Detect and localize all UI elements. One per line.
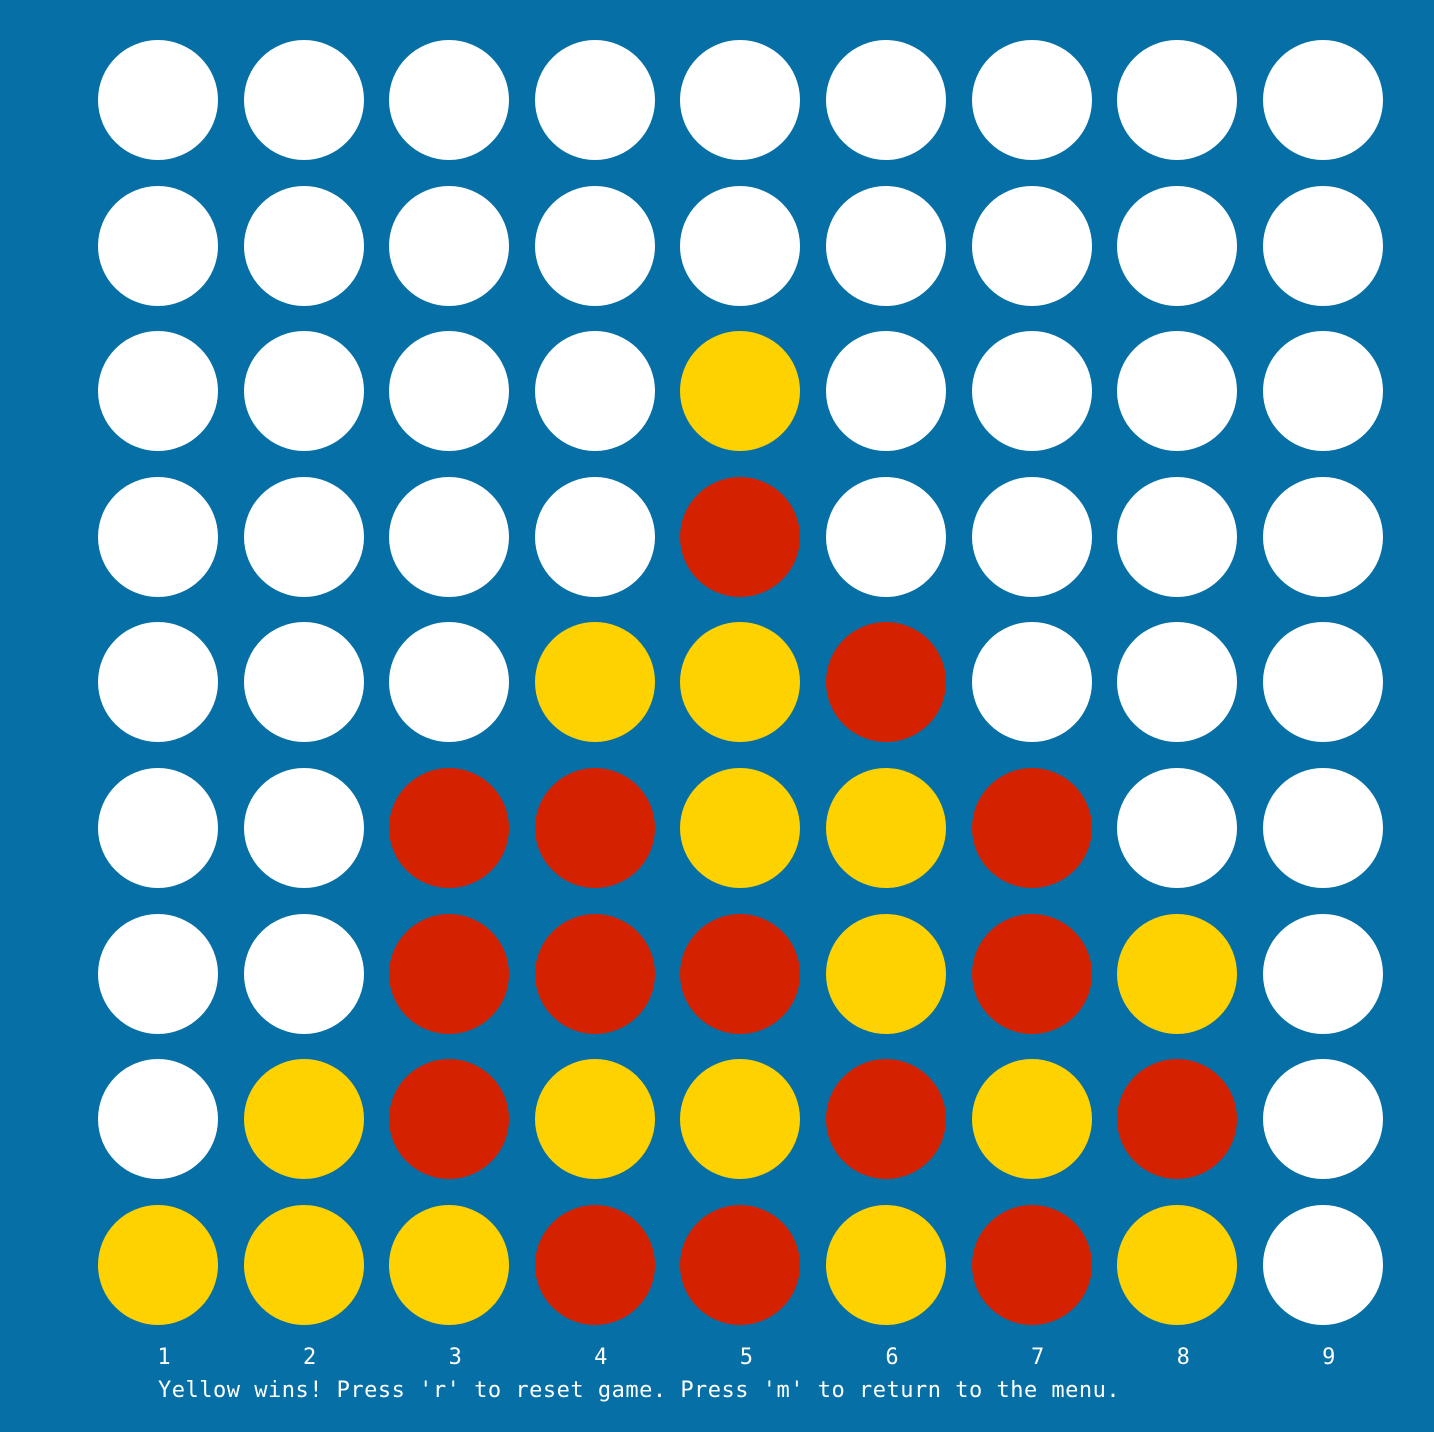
column-label-1: 1 xyxy=(157,1345,171,1370)
yellow-disc[interactable] xyxy=(1117,913,1238,1034)
empty-slot[interactable] xyxy=(826,40,946,160)
empty-slot[interactable] xyxy=(389,476,510,597)
column-label-5: 5 xyxy=(739,1345,754,1370)
empty-slot[interactable] xyxy=(98,768,218,888)
red-disc[interactable] xyxy=(680,476,801,597)
empty-slot[interactable] xyxy=(1262,622,1383,743)
empty-slot[interactable] xyxy=(1262,1204,1383,1325)
red-disc[interactable] xyxy=(389,1059,510,1180)
column-label-9: 9 xyxy=(1322,1345,1336,1370)
empty-slot[interactable] xyxy=(1262,1059,1383,1180)
yellow-disc[interactable] xyxy=(243,1059,364,1180)
yellow-disc[interactable] xyxy=(243,1204,364,1325)
empty-slot[interactable] xyxy=(98,331,218,452)
column-label-6: 6 xyxy=(885,1345,899,1370)
yellow-disc[interactable] xyxy=(534,622,655,743)
column-label-4: 4 xyxy=(594,1345,608,1370)
empty-slot[interactable] xyxy=(98,913,218,1034)
empty-slot[interactable] xyxy=(534,185,655,306)
empty-slot[interactable] xyxy=(389,40,510,160)
red-disc[interactable] xyxy=(971,1204,1092,1325)
empty-slot[interactable] xyxy=(971,622,1092,743)
yellow-disc[interactable] xyxy=(826,768,946,888)
empty-slot[interactable] xyxy=(98,40,218,160)
empty-slot[interactable] xyxy=(1117,476,1238,597)
empty-slot[interactable] xyxy=(98,476,218,597)
empty-slot[interactable] xyxy=(243,622,364,743)
empty-slot[interactable] xyxy=(534,40,655,160)
red-disc[interactable] xyxy=(534,768,655,888)
empty-slot[interactable] xyxy=(1262,913,1383,1034)
empty-slot[interactable] xyxy=(1117,768,1238,888)
empty-slot[interactable] xyxy=(971,331,1092,452)
column-label-8: 8 xyxy=(1176,1345,1190,1370)
yellow-disc[interactable] xyxy=(389,1204,510,1325)
empty-slot[interactable] xyxy=(534,476,655,597)
red-disc[interactable] xyxy=(1117,1059,1238,1180)
empty-slot[interactable] xyxy=(1262,331,1383,452)
yellow-disc[interactable] xyxy=(1117,1204,1238,1325)
empty-slot[interactable] xyxy=(826,185,946,306)
empty-slot[interactable] xyxy=(534,331,655,452)
yellow-disc[interactable] xyxy=(680,768,801,888)
empty-slot[interactable] xyxy=(1262,40,1383,160)
empty-slot[interactable] xyxy=(826,331,946,452)
yellow-disc[interactable] xyxy=(680,1059,801,1180)
red-disc[interactable] xyxy=(680,1204,801,1325)
empty-slot[interactable] xyxy=(1262,185,1383,306)
red-disc[interactable] xyxy=(534,913,655,1034)
empty-slot[interactable] xyxy=(971,185,1092,306)
red-disc[interactable] xyxy=(971,913,1092,1034)
red-disc[interactable] xyxy=(534,1204,655,1325)
red-disc[interactable] xyxy=(389,768,510,888)
empty-slot[interactable] xyxy=(1117,622,1238,743)
yellow-disc[interactable] xyxy=(971,1059,1092,1180)
empty-slot[interactable] xyxy=(1117,185,1238,306)
empty-slot[interactable] xyxy=(680,185,801,306)
yellow-disc[interactable] xyxy=(826,1204,946,1325)
empty-slot[interactable] xyxy=(971,476,1092,597)
column-label-7: 7 xyxy=(1030,1345,1045,1370)
empty-slot[interactable] xyxy=(98,1059,218,1180)
empty-slot[interactable] xyxy=(680,40,801,160)
empty-slot[interactable] xyxy=(243,768,364,888)
empty-slot[interactable] xyxy=(243,40,364,160)
empty-slot[interactable] xyxy=(1262,476,1383,597)
empty-slot[interactable] xyxy=(243,331,364,452)
empty-slot[interactable] xyxy=(971,40,1092,160)
status-message: Yellow wins! Press 'r' to reset game. Pr… xyxy=(158,1378,1121,1403)
empty-slot[interactable] xyxy=(389,622,510,743)
yellow-disc[interactable] xyxy=(826,913,946,1034)
column-label-2: 2 xyxy=(302,1345,317,1370)
red-disc[interactable] xyxy=(826,622,946,743)
empty-slot[interactable] xyxy=(826,476,946,597)
empty-slot[interactable] xyxy=(1117,331,1238,452)
red-disc[interactable] xyxy=(971,768,1092,888)
yellow-disc[interactable] xyxy=(680,622,801,743)
empty-slot[interactable] xyxy=(1262,768,1383,888)
empty-slot[interactable] xyxy=(389,331,510,452)
empty-slot[interactable] xyxy=(98,185,218,306)
empty-slot[interactable] xyxy=(98,622,218,743)
yellow-disc[interactable] xyxy=(534,1059,655,1180)
empty-slot[interactable] xyxy=(1117,40,1238,160)
yellow-disc[interactable] xyxy=(98,1204,218,1325)
red-disc[interactable] xyxy=(389,913,510,1034)
yellow-disc[interactable] xyxy=(680,331,801,452)
empty-slot[interactable] xyxy=(243,913,364,1034)
column-label-3: 3 xyxy=(448,1345,462,1370)
empty-slot[interactable] xyxy=(389,185,510,306)
empty-slot[interactable] xyxy=(243,476,364,597)
red-disc[interactable] xyxy=(680,913,801,1034)
red-disc[interactable] xyxy=(826,1059,946,1180)
empty-slot[interactable] xyxy=(243,185,364,306)
